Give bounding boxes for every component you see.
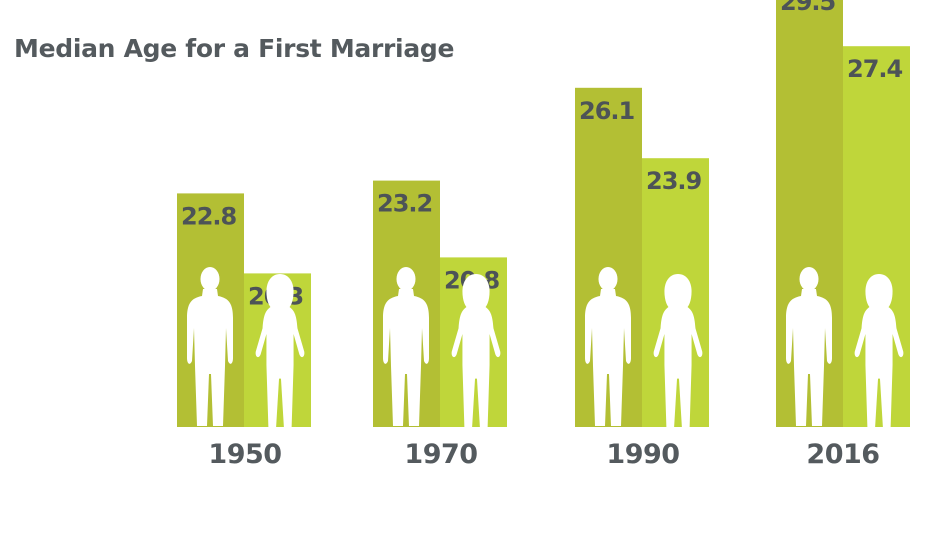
x-tick-label-1990: 1990 [606, 439, 679, 470]
x-tick-label-1950: 1950 [208, 439, 281, 470]
chart-title: Median Age for a First Marriage [14, 34, 455, 63]
data-label-1970-men: 23.2 [377, 190, 432, 218]
data-label-1990-men: 26.1 [579, 97, 635, 125]
x-tick-label-1970: 1970 [404, 439, 477, 470]
data-label-2016-women: 27.4 [847, 55, 903, 83]
data-label-1990-women: 23.9 [646, 167, 702, 195]
data-label-1950-men: 22.8 [181, 202, 237, 230]
bar-1990-men [575, 87, 642, 428]
data-label-2016-men: 29.5 [780, 0, 836, 16]
x-tick-label-2016: 2016 [806, 439, 879, 470]
